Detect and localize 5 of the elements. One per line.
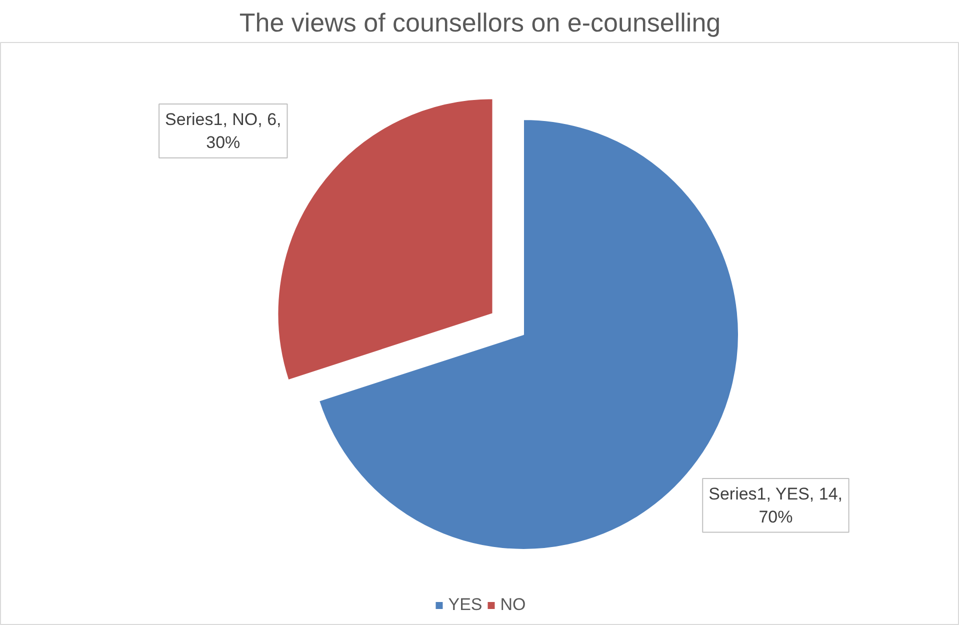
chart-title: The views of counsellors on e-counselling [239,8,721,38]
data-label: Series1, NO, 6, 30% [165,110,282,152]
legend-label: YES [448,595,482,615]
data-label: Series1, YES, 14, 70% [708,484,842,526]
legend-label: NO [500,595,526,615]
